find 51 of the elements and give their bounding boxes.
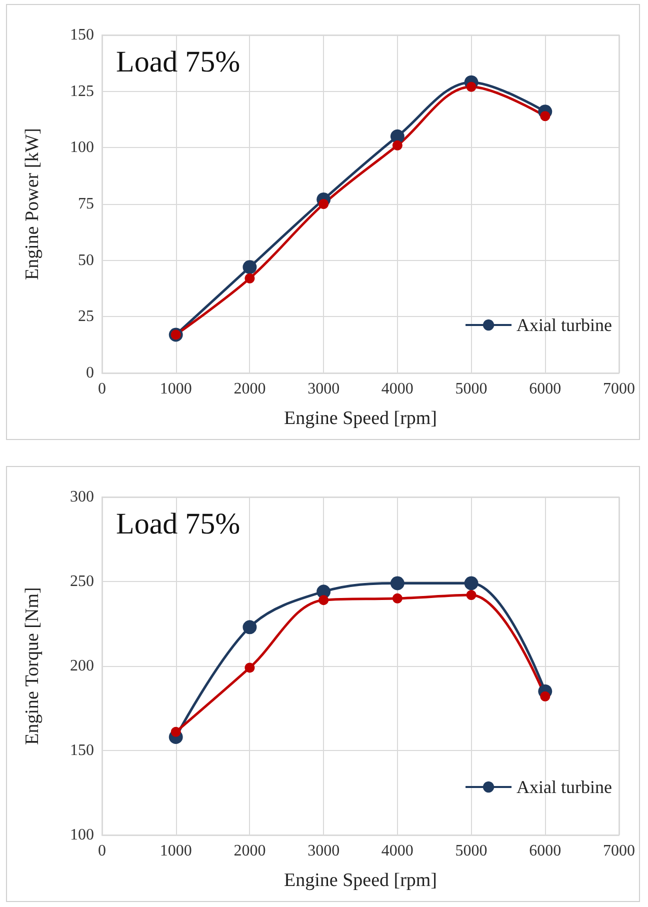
point <box>244 273 255 284</box>
y-tick-label: 250 <box>70 573 94 590</box>
y-tick-label: 200 <box>70 658 94 674</box>
x-tick-label: 5000 <box>455 842 488 860</box>
point <box>242 260 257 274</box>
x-tick-label: 7000 <box>603 842 635 860</box>
point <box>464 576 478 590</box>
y-tick-label: 300 <box>70 488 94 506</box>
x-axis-title: Engine Speed [rpm] <box>284 870 438 891</box>
x-tick-label: 4000 <box>381 842 414 860</box>
y-tick-label: 75 <box>78 196 94 212</box>
point <box>318 199 329 209</box>
point <box>390 576 404 590</box>
legend-label: Axial turbine <box>516 315 612 335</box>
point <box>242 620 257 634</box>
annotation: Load 75% <box>116 508 240 540</box>
x-tick-label: 5000 <box>455 380 488 398</box>
point <box>392 140 402 150</box>
y-axis-title: Engine Power [kW] <box>22 128 43 280</box>
x-tick-label: 3000 <box>308 842 340 860</box>
x-tick-label: 2000 <box>234 380 266 398</box>
point <box>392 593 402 604</box>
annotation: Load 75% <box>116 46 240 78</box>
x-tick-label: 6000 <box>529 842 562 860</box>
point <box>540 691 550 702</box>
x-tick-label: 6000 <box>529 380 562 398</box>
y-tick-label: 50 <box>78 252 94 269</box>
point <box>466 590 476 600</box>
x-tick-label: 2000 <box>234 842 266 860</box>
x-tick-label: 3000 <box>308 380 340 398</box>
y-tick-label: 25 <box>78 308 94 326</box>
point <box>170 726 181 737</box>
x-tick-label: 1000 <box>160 380 192 398</box>
y-tick-label: 125 <box>70 82 94 100</box>
y-tick-label: 100 <box>70 826 94 844</box>
x-tick-label: 0 <box>98 842 106 860</box>
y-tick-label: 150 <box>70 742 94 759</box>
point <box>540 111 550 122</box>
point <box>318 595 329 606</box>
y-tick-label: 150 <box>70 26 94 44</box>
legend-label: Axial turbine <box>516 777 612 797</box>
x-tick-label: 0 <box>98 380 106 398</box>
x-tick-label: 4000 <box>381 380 414 398</box>
x-axis-title: Engine Speed [rpm] <box>284 408 438 429</box>
x-tick-label: 7000 <box>603 380 635 398</box>
point <box>244 662 255 673</box>
point <box>466 82 476 92</box>
y-tick-label: 0 <box>86 364 94 382</box>
y-tick-label: 100 <box>70 139 94 156</box>
y-axis-title: Engine Torque [Nm] <box>22 587 43 745</box>
x-tick-label: 1000 <box>160 842 192 860</box>
